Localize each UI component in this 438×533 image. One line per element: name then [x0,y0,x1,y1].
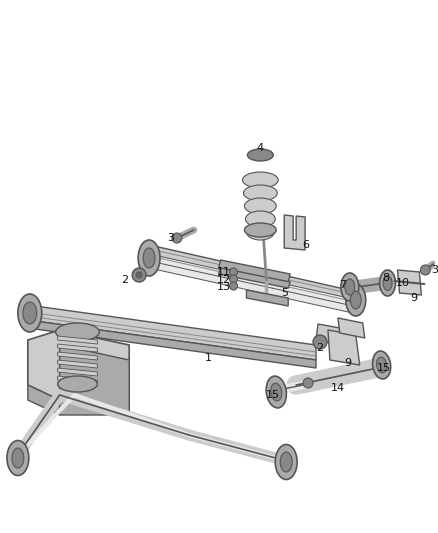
Text: 2: 2 [120,275,128,285]
Text: 15: 15 [266,390,280,400]
Ellipse shape [271,383,282,401]
Polygon shape [28,305,316,360]
Text: 6: 6 [303,240,310,250]
Polygon shape [284,215,305,250]
Circle shape [132,268,146,282]
Text: 5: 5 [281,288,288,298]
Ellipse shape [138,240,160,276]
Text: 14: 14 [331,383,345,393]
Text: 9: 9 [344,358,351,368]
Ellipse shape [266,376,286,408]
Circle shape [172,233,182,243]
Polygon shape [28,330,129,415]
Ellipse shape [341,273,359,301]
Polygon shape [328,330,360,365]
Polygon shape [247,290,288,306]
Ellipse shape [380,270,396,296]
Text: 13: 13 [217,282,230,292]
Circle shape [303,378,313,388]
Ellipse shape [247,149,273,161]
Ellipse shape [12,448,24,468]
Circle shape [420,265,430,275]
Polygon shape [149,262,358,313]
Ellipse shape [346,284,366,316]
Polygon shape [58,344,97,352]
Polygon shape [338,318,365,338]
Text: 8: 8 [382,273,389,283]
Polygon shape [28,385,60,415]
Circle shape [230,282,237,290]
Polygon shape [60,345,129,415]
Text: 4: 4 [257,143,264,153]
Polygon shape [28,320,316,368]
Ellipse shape [7,440,29,475]
Text: 10: 10 [396,278,410,288]
Ellipse shape [247,224,274,240]
Polygon shape [316,324,340,344]
Ellipse shape [23,302,37,324]
Ellipse shape [280,452,292,472]
Polygon shape [398,270,421,295]
Circle shape [136,272,142,278]
Text: 9: 9 [410,293,417,303]
Ellipse shape [373,351,391,379]
Polygon shape [58,336,97,344]
Ellipse shape [345,279,355,295]
Ellipse shape [245,211,275,227]
Ellipse shape [18,294,42,332]
Ellipse shape [350,291,361,309]
Ellipse shape [143,248,155,268]
Polygon shape [58,376,97,384]
Ellipse shape [377,357,387,373]
Polygon shape [58,368,97,376]
Text: 7: 7 [339,280,346,290]
Polygon shape [149,255,358,307]
Text: 1: 1 [205,353,212,363]
Ellipse shape [383,276,392,290]
Polygon shape [58,352,97,360]
Polygon shape [149,246,358,300]
Text: 2: 2 [316,343,324,353]
Text: 15: 15 [377,363,391,373]
Circle shape [230,268,237,276]
Circle shape [230,275,237,283]
Ellipse shape [243,172,278,188]
Polygon shape [219,268,290,288]
Text: 3: 3 [167,233,174,243]
Polygon shape [219,260,290,282]
Ellipse shape [244,223,276,237]
Circle shape [313,335,327,349]
Ellipse shape [244,185,277,201]
Ellipse shape [275,445,297,480]
Ellipse shape [244,198,276,214]
Text: 11: 11 [217,267,230,277]
Polygon shape [58,360,97,368]
Ellipse shape [58,376,97,392]
Text: 3: 3 [431,265,438,275]
Ellipse shape [56,323,99,341]
Text: 12: 12 [216,275,231,285]
